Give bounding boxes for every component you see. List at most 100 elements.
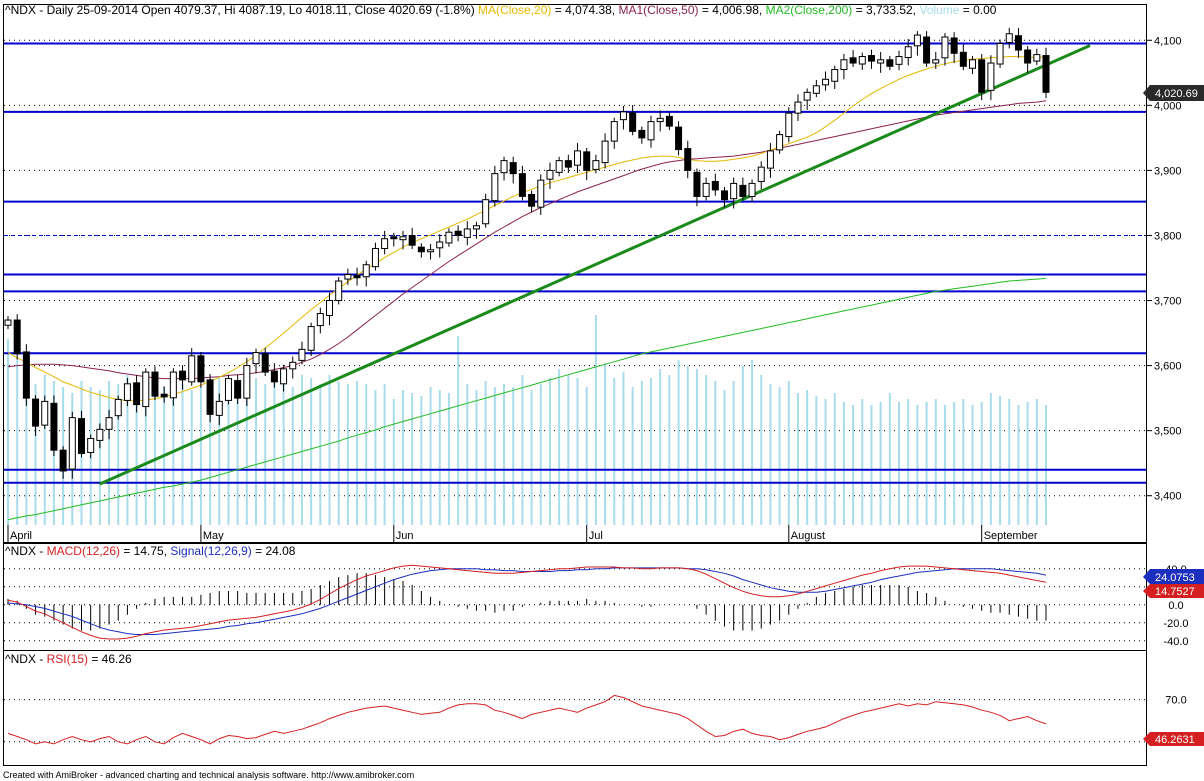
candle <box>105 409 113 440</box>
candle-body <box>969 59 977 69</box>
candle-body <box>353 274 361 279</box>
candle-body <box>601 140 609 164</box>
candle-body <box>684 148 692 171</box>
volume-bar <box>273 375 276 525</box>
candle-body <box>656 117 664 123</box>
candle-body <box>1042 55 1050 93</box>
candle-body <box>252 352 260 365</box>
candle <box>417 243 425 258</box>
candle-body <box>32 398 40 427</box>
macd-header: ^NDX - MACD(12,26) = 14.75, Signal(12,26… <box>5 544 296 558</box>
candle-body <box>785 112 793 138</box>
price-tick-label: 3,400 <box>1154 491 1182 503</box>
candle-body <box>1005 33 1013 44</box>
volume-bar <box>806 390 809 525</box>
candle-body <box>169 371 177 399</box>
volume-bar <box>530 390 533 525</box>
candle <box>371 242 379 271</box>
volume-bar <box>778 387 781 525</box>
volume-bar <box>962 399 965 525</box>
candle <box>913 31 921 56</box>
candle <box>234 374 242 404</box>
candle-body <box>114 398 122 417</box>
candle-body <box>720 190 728 201</box>
candle-body <box>803 91 811 101</box>
candle <box>151 366 159 401</box>
volume-bar <box>447 393 450 525</box>
volume-bar <box>126 375 129 525</box>
candle <box>895 50 903 71</box>
candle-body <box>904 46 912 59</box>
candle <box>427 243 435 260</box>
candle <box>849 50 857 67</box>
month-axis: April May Jun Jul August September <box>7 525 1038 542</box>
volume-bar <box>209 384 212 525</box>
candle <box>252 348 260 374</box>
volume-bar <box>980 402 983 525</box>
candle <box>822 71 830 91</box>
volume-bar <box>631 387 634 525</box>
candle-body <box>675 126 683 151</box>
candle <box>629 105 637 136</box>
macd-tick-label: 0.0 <box>1168 600 1183 612</box>
candle-body <box>50 402 58 451</box>
candle-body <box>142 371 150 408</box>
volume-bar <box>227 381 230 525</box>
candle <box>1024 46 1032 73</box>
candle-body <box>583 151 591 171</box>
candle <box>472 221 480 239</box>
candle-body <box>757 166 765 182</box>
candle <box>867 49 875 69</box>
candle <box>693 168 701 207</box>
ma50-line <box>7 100 1047 380</box>
candle-body <box>427 249 435 253</box>
candle-body <box>923 36 931 64</box>
candle-body <box>491 173 499 202</box>
candle-body <box>381 238 389 249</box>
candle-body <box>840 59 848 71</box>
candle <box>270 363 278 388</box>
candle <box>32 395 40 436</box>
volume-bar <box>842 402 845 525</box>
volume-bar <box>199 387 202 525</box>
candle-body <box>941 36 949 59</box>
candle-body <box>996 43 1004 65</box>
volume-bar <box>943 405 946 525</box>
candle <box>794 94 802 121</box>
volume-bar <box>218 378 221 525</box>
candle-body <box>592 160 600 170</box>
candle-body <box>408 235 416 246</box>
candle <box>638 126 646 144</box>
price-axis: 3,400 3,500 3,600 3,700 3,800 3,900 4,000 4,100 <box>1146 35 1182 503</box>
candle <box>1005 27 1013 49</box>
volume-bar <box>255 378 258 525</box>
candle-body <box>215 400 223 416</box>
candle-body <box>445 231 453 244</box>
candle <box>509 156 517 184</box>
volume-bar <box>300 375 303 525</box>
candle-body <box>665 115 673 127</box>
volume-bar <box>282 381 285 525</box>
candle <box>316 307 324 334</box>
candle <box>840 53 848 80</box>
candle <box>528 190 536 213</box>
candle-body <box>41 400 49 426</box>
candle-body <box>702 182 710 197</box>
candle <box>491 165 499 207</box>
candle <box>803 88 811 110</box>
volume-bar <box>833 393 836 525</box>
candle <box>197 351 205 388</box>
price-tick-label: 3,600 <box>1154 361 1182 373</box>
candle <box>436 234 444 258</box>
candle-body <box>500 160 508 174</box>
candle-body <box>482 199 490 225</box>
candle-body <box>822 78 830 86</box>
volume-bar <box>971 405 974 525</box>
candle-body <box>463 228 471 238</box>
candle <box>969 55 977 75</box>
candle-body <box>96 428 104 441</box>
volume-bar <box>567 375 570 525</box>
candle-body <box>243 365 251 399</box>
candle-body <box>730 182 738 200</box>
horizontal-levels <box>4 42 1146 484</box>
